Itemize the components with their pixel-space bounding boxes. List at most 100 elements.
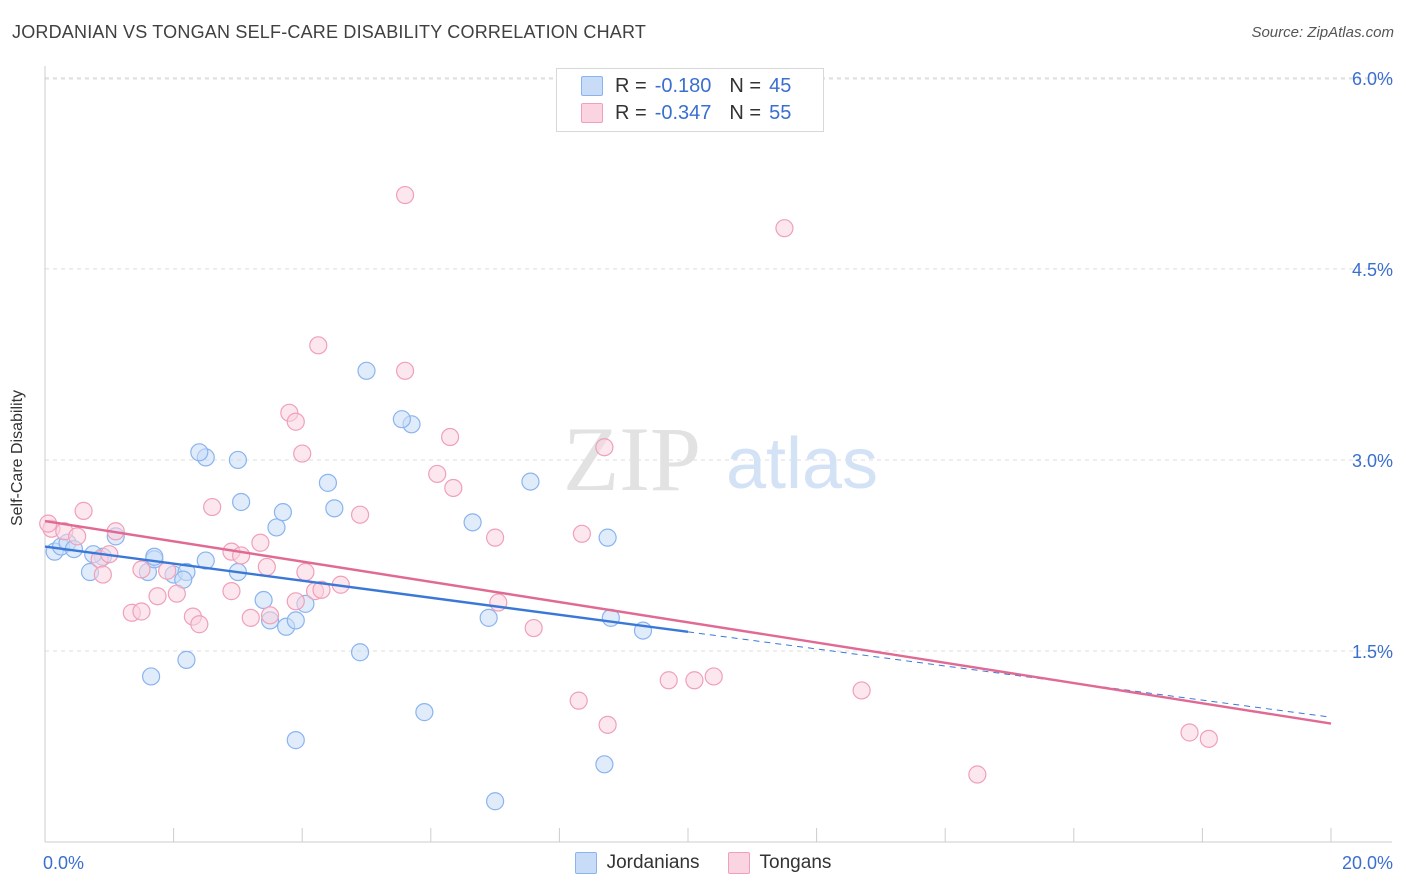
point-tongans (685, 671, 704, 690)
point-tongans (74, 501, 93, 520)
legend-r-label: R = (615, 101, 647, 124)
point-tongans (312, 580, 331, 599)
point-jordanians (254, 590, 273, 610)
point-jordanians (463, 513, 482, 532)
point-jordanians (350, 643, 370, 662)
series-name-tongans: Tongans (759, 852, 832, 873)
point-tongans (428, 464, 447, 484)
point-tongans (852, 681, 871, 700)
point-tongans (524, 618, 543, 638)
legend-swatch-tongans (581, 103, 603, 123)
watermark-zip: ZIP (563, 408, 701, 510)
legend-row-tongans: R = -0.347 N = 55 (581, 100, 791, 126)
point-tongans (232, 546, 251, 565)
y-tick-label: 3.0% (1352, 451, 1393, 471)
point-tongans (595, 438, 614, 457)
point-tongans (444, 478, 463, 498)
legend-n-label: N = (729, 101, 762, 124)
point-tongans (440, 427, 460, 447)
point-tongans (260, 606, 280, 625)
point-tongans (1180, 723, 1199, 742)
legend-swatch-jordanians (581, 76, 603, 96)
point-tongans (190, 615, 209, 634)
y-tick-label: 1.5% (1352, 642, 1393, 662)
trend-jordanians-extension (687, 631, 1332, 718)
point-tongans (167, 584, 186, 603)
series-legend-tongans[interactable]: Tongans (727, 852, 832, 874)
y-tick-label: 6.0% (1352, 69, 1393, 89)
x-tick-label-min: 0.0% (43, 853, 84, 873)
point-tongans (222, 582, 241, 601)
gridlines (45, 77, 1392, 652)
trend-jordanians (44, 545, 689, 634)
point-jordanians (595, 755, 614, 774)
series-swatch-jordanians (574, 852, 597, 874)
point-jordanians (273, 503, 293, 522)
point-tongans (598, 715, 617, 734)
legend-n-value: 55 (769, 101, 792, 124)
series-swatch-tongans (727, 852, 750, 874)
correlation-legend: R = -0.180 N = 45 R = -0.347 N = 55 (556, 68, 824, 132)
point-jordanians (479, 608, 498, 627)
series-legend-jordanians[interactable]: Jordanians (574, 852, 700, 874)
point-jordanians (286, 611, 305, 630)
point-tongans (251, 533, 270, 552)
data-points (39, 185, 1218, 811)
legend-r-value: -0.347 (654, 101, 712, 124)
point-tongans (132, 560, 151, 579)
trend-lines (44, 519, 1332, 725)
series-legend: Jordanians Tongans (0, 852, 1406, 874)
point-tongans (257, 557, 276, 577)
point-jordanians (318, 473, 338, 492)
trend-tongans (44, 519, 1332, 725)
x-tick-label-max: 20.0% (1342, 853, 1393, 873)
point-tongans (286, 592, 305, 611)
legend-n-label: N = (729, 74, 762, 97)
series-name-jordanians: Jordanians (606, 852, 700, 873)
tick-labels: 1.5% 3.0% 4.5% 6.0% 0.0% 20.0% (43, 69, 1393, 873)
point-tongans (293, 444, 312, 463)
source-credit: Source: ZipAtlas.com (1251, 24, 1394, 41)
legend-row-jordanians: R = -0.180 N = 45 (581, 73, 791, 99)
chart-title: JORDANIAN VS TONGAN SELF-CARE DISABILITY… (12, 22, 647, 42)
point-tongans (286, 412, 305, 431)
legend-n-value: 45 (769, 74, 792, 97)
point-jordanians (267, 518, 286, 537)
point-jordanians (177, 650, 196, 669)
watermark-atlas: atlas (726, 424, 878, 504)
point-tongans (148, 587, 167, 606)
point-jordanians (486, 792, 505, 811)
point-tongans (241, 608, 260, 627)
y-axis-label: Self-Care Disability (9, 389, 26, 527)
point-jordanians (190, 443, 209, 462)
watermark: ZIP atlas (563, 408, 878, 510)
point-tongans (569, 691, 588, 710)
point-tongans (968, 765, 987, 784)
point-tongans (158, 561, 177, 580)
point-tongans (704, 667, 723, 686)
point-jordanians (141, 667, 161, 686)
point-jordanians (415, 703, 434, 722)
point-jordanians (325, 499, 344, 518)
point-jordanians (232, 492, 251, 512)
point-tongans (395, 361, 415, 380)
point-tongans (296, 562, 315, 582)
point-jordanians (228, 450, 247, 470)
point-jordanians (357, 361, 376, 380)
point-tongans (572, 524, 592, 543)
point-tongans (486, 528, 505, 547)
y-tick-label: 4.5% (1352, 260, 1393, 280)
axes (44, 66, 1392, 843)
point-tongans (68, 527, 87, 546)
point-tongans (132, 602, 151, 621)
point-tongans (1199, 729, 1218, 748)
point-tongans (395, 185, 415, 205)
point-tongans (659, 671, 678, 690)
point-jordanians (392, 410, 411, 429)
point-jordanians (598, 528, 617, 547)
point-tongans (775, 219, 794, 238)
point-jordanians (286, 731, 305, 750)
point-tongans (203, 497, 222, 517)
point-tongans (93, 565, 112, 584)
